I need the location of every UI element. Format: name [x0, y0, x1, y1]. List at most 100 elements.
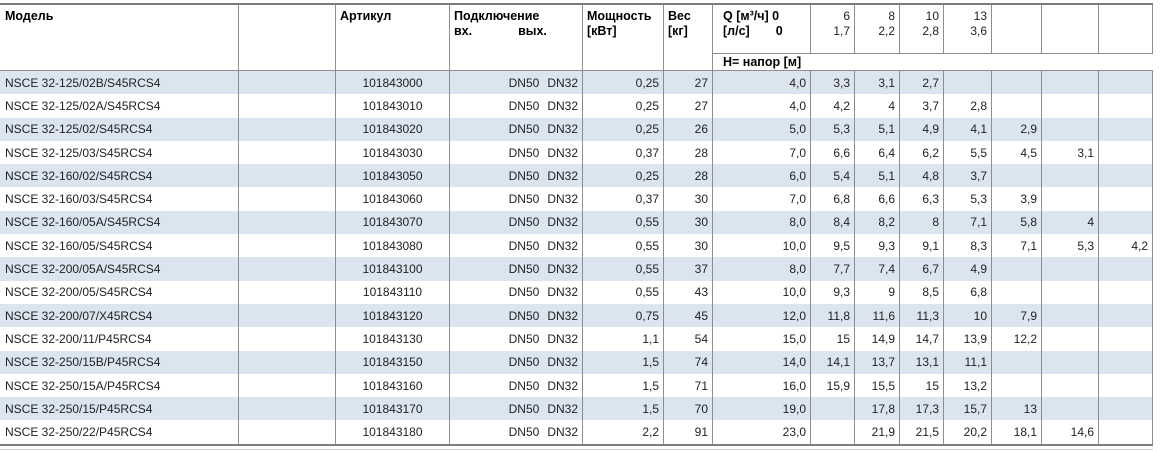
model-cell: NSCE 32-200/07/X45RCS4: [0, 303, 239, 328]
article-cell: 101843120: [336, 303, 450, 328]
connection-cell: DN50 DN32: [450, 373, 583, 398]
inlet-dn-value: DN50: [508, 308, 540, 323]
column-header-flow-q0: Q [м³/ч] 0 [л/с] 0: [713, 5, 811, 53]
head-value-cell: 7,0: [713, 140, 811, 165]
head-value-cell: 5,3: [811, 117, 855, 141]
head-value-cell: 23,0: [713, 420, 811, 444]
power-cell: 0,25: [583, 94, 664, 118]
head-value-cell: 6,8: [944, 280, 992, 304]
column-header-flow-5: [992, 5, 1042, 53]
table-row: NSCE 32-125/03/S45RCS4 101843030 DN50 DN32 0…: [0, 140, 1153, 165]
flow-q-label: Q [м³/ч] 0: [723, 9, 780, 23]
model-cell: NSCE 32-250/22/P45RCS4: [0, 420, 239, 444]
spacer-cell: [239, 164, 336, 188]
head-value-cell: 4,5: [992, 140, 1042, 165]
head-value-cell: 11,1: [944, 350, 992, 374]
head-value-cell: 13,9: [944, 327, 992, 351]
head-value-cell: 13: [992, 397, 1042, 421]
inlet-dn-value: DN50: [508, 355, 540, 370]
head-value-cell: 4,2: [811, 94, 855, 118]
inlet-dn-value: DN50: [508, 192, 540, 207]
head-value-cell: 2,9: [992, 117, 1042, 141]
head-value-cell: 9,3: [811, 280, 855, 304]
column-header-flow-2: 8 2,2: [855, 5, 900, 53]
column-header-flow-6: [1042, 5, 1099, 53]
inlet-dn-value: DN50: [508, 331, 540, 346]
flow-ls-zero: 0: [775, 24, 783, 38]
table-row: NSCE 32-160/02/S45RCS4 101843050 DN50 DN32 0…: [0, 164, 1153, 188]
weight-cell: 45: [664, 303, 713, 328]
head-value-cell: 14,6: [1042, 420, 1099, 444]
head-value-cell: [1099, 373, 1153, 398]
head-value-cell: 19,0: [713, 397, 811, 421]
flow-m3h-value: 10: [925, 9, 939, 23]
weight-cell: 37: [664, 257, 713, 281]
power-cell: 0,37: [583, 140, 664, 165]
head-value-cell: 3,7: [900, 94, 944, 118]
power-cell: 0,55: [583, 257, 664, 281]
column-header-model-label: Модель: [5, 9, 54, 23]
article-cell: 101843170: [336, 397, 450, 421]
power-cell: 1,1: [583, 327, 664, 351]
head-value-cell: [992, 71, 1042, 95]
connection-cell: DN50 DN32: [450, 420, 583, 444]
head-value-cell: [1042, 327, 1099, 351]
outlet-dn-value: DN32: [547, 238, 578, 253]
outlet-dn-value: DN32: [547, 308, 578, 323]
head-value-cell: [992, 164, 1042, 188]
head-value-cell: 4,8: [900, 164, 944, 188]
flow-ls-value: 1,7: [833, 24, 850, 38]
spacer-cell: [239, 350, 336, 374]
model-cell: NSCE 32-160/03/S45RCS4: [0, 187, 239, 211]
spacer-cell: [239, 420, 336, 444]
power-unit-label: [кВт]: [587, 24, 617, 38]
outlet-dn-value: DN32: [547, 425, 578, 440]
head-value-cell: 6,0: [713, 164, 811, 188]
weight-cell: 70: [664, 397, 713, 421]
head-value-cell: 5,1: [855, 117, 900, 141]
power-cell: 1,5: [583, 397, 664, 421]
inlet-dn-value: DN50: [508, 215, 540, 230]
head-value-cell: 4,2: [1099, 234, 1153, 258]
connection-cell: DN50 DN32: [450, 397, 583, 421]
power-cell: 0,37: [583, 187, 664, 211]
head-value-cell: 10,0: [713, 280, 811, 304]
power-cell: 1,5: [583, 373, 664, 398]
article-cell: 101843030: [336, 140, 450, 165]
head-value-cell: [944, 71, 992, 95]
table-row: NSCE 32-250/15A/P45RCS4 101843160 DN50 DN32…: [0, 373, 1153, 398]
connection-cell: DN50 DN32: [450, 164, 583, 188]
outlet-dn-value: DN32: [547, 215, 578, 230]
head-value-cell: [992, 280, 1042, 304]
outlet-dn-value: DN32: [547, 122, 578, 137]
outlet-dn-value: DN32: [547, 98, 578, 113]
head-value-cell: [1099, 210, 1153, 235]
outlet-dn-value: DN32: [547, 75, 578, 90]
pump-selection-table: Модель Артикул Подключение вх. вых. Мощн…: [0, 3, 1153, 450]
column-header-power: Мощность [кВт]: [583, 5, 664, 70]
article-cell: 101843000: [336, 71, 450, 95]
spacer-cell: [239, 257, 336, 281]
head-value-cell: [1042, 257, 1099, 281]
weight-cell: 27: [664, 71, 713, 95]
article-cell: 101843050: [336, 164, 450, 188]
head-value-cell: 2,7: [900, 71, 944, 95]
weight-cell: 43: [664, 280, 713, 304]
head-value-cell: 14,7: [900, 327, 944, 351]
head-value-cell: 15,9: [811, 373, 855, 398]
head-value-cell: 8,3: [944, 234, 992, 258]
article-cell: 101843110: [336, 280, 450, 304]
outlet-dn-value: DN32: [547, 355, 578, 370]
head-value-cell: 9,1: [900, 234, 944, 258]
head-value-cell: 15: [900, 373, 944, 398]
head-value-cell: 4,1: [944, 117, 992, 141]
head-value-cell: 6,8: [811, 187, 855, 211]
column-header-flow-4: 13 3,6: [944, 5, 992, 53]
head-value-cell: 17,8: [855, 397, 900, 421]
spacer-cell: [239, 327, 336, 351]
article-cell: 101843060: [336, 187, 450, 211]
column-header-article: Артикул: [336, 5, 450, 70]
weight-cell: 91: [664, 420, 713, 444]
head-value-cell: 6,7: [900, 257, 944, 281]
